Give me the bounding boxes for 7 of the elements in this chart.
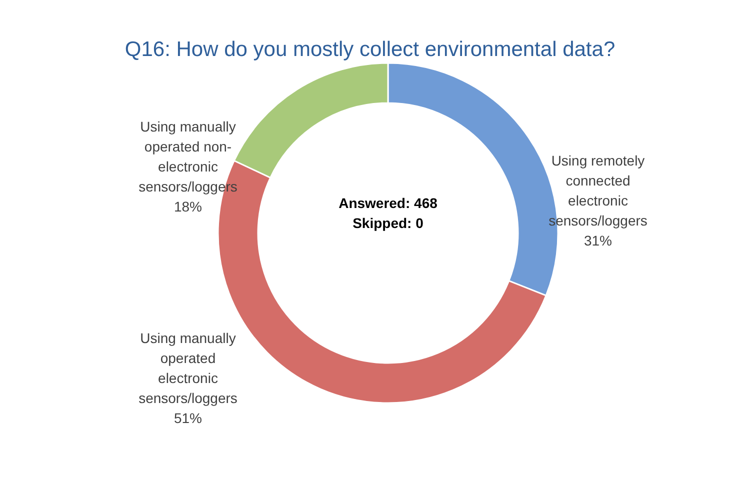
slice-label: Using manually operated electronic sensors/loggers	[138, 330, 238, 406]
data-label: 51%	[174, 410, 202, 426]
chart-title: Q16: How do you mostly collect environmental data?	[124, 38, 616, 61]
text: Answered: 468	[338, 195, 438, 211]
data-label: 18%	[174, 198, 202, 215]
text: Skipped: 0	[352, 215, 424, 231]
data-label: 31%	[584, 232, 612, 249]
